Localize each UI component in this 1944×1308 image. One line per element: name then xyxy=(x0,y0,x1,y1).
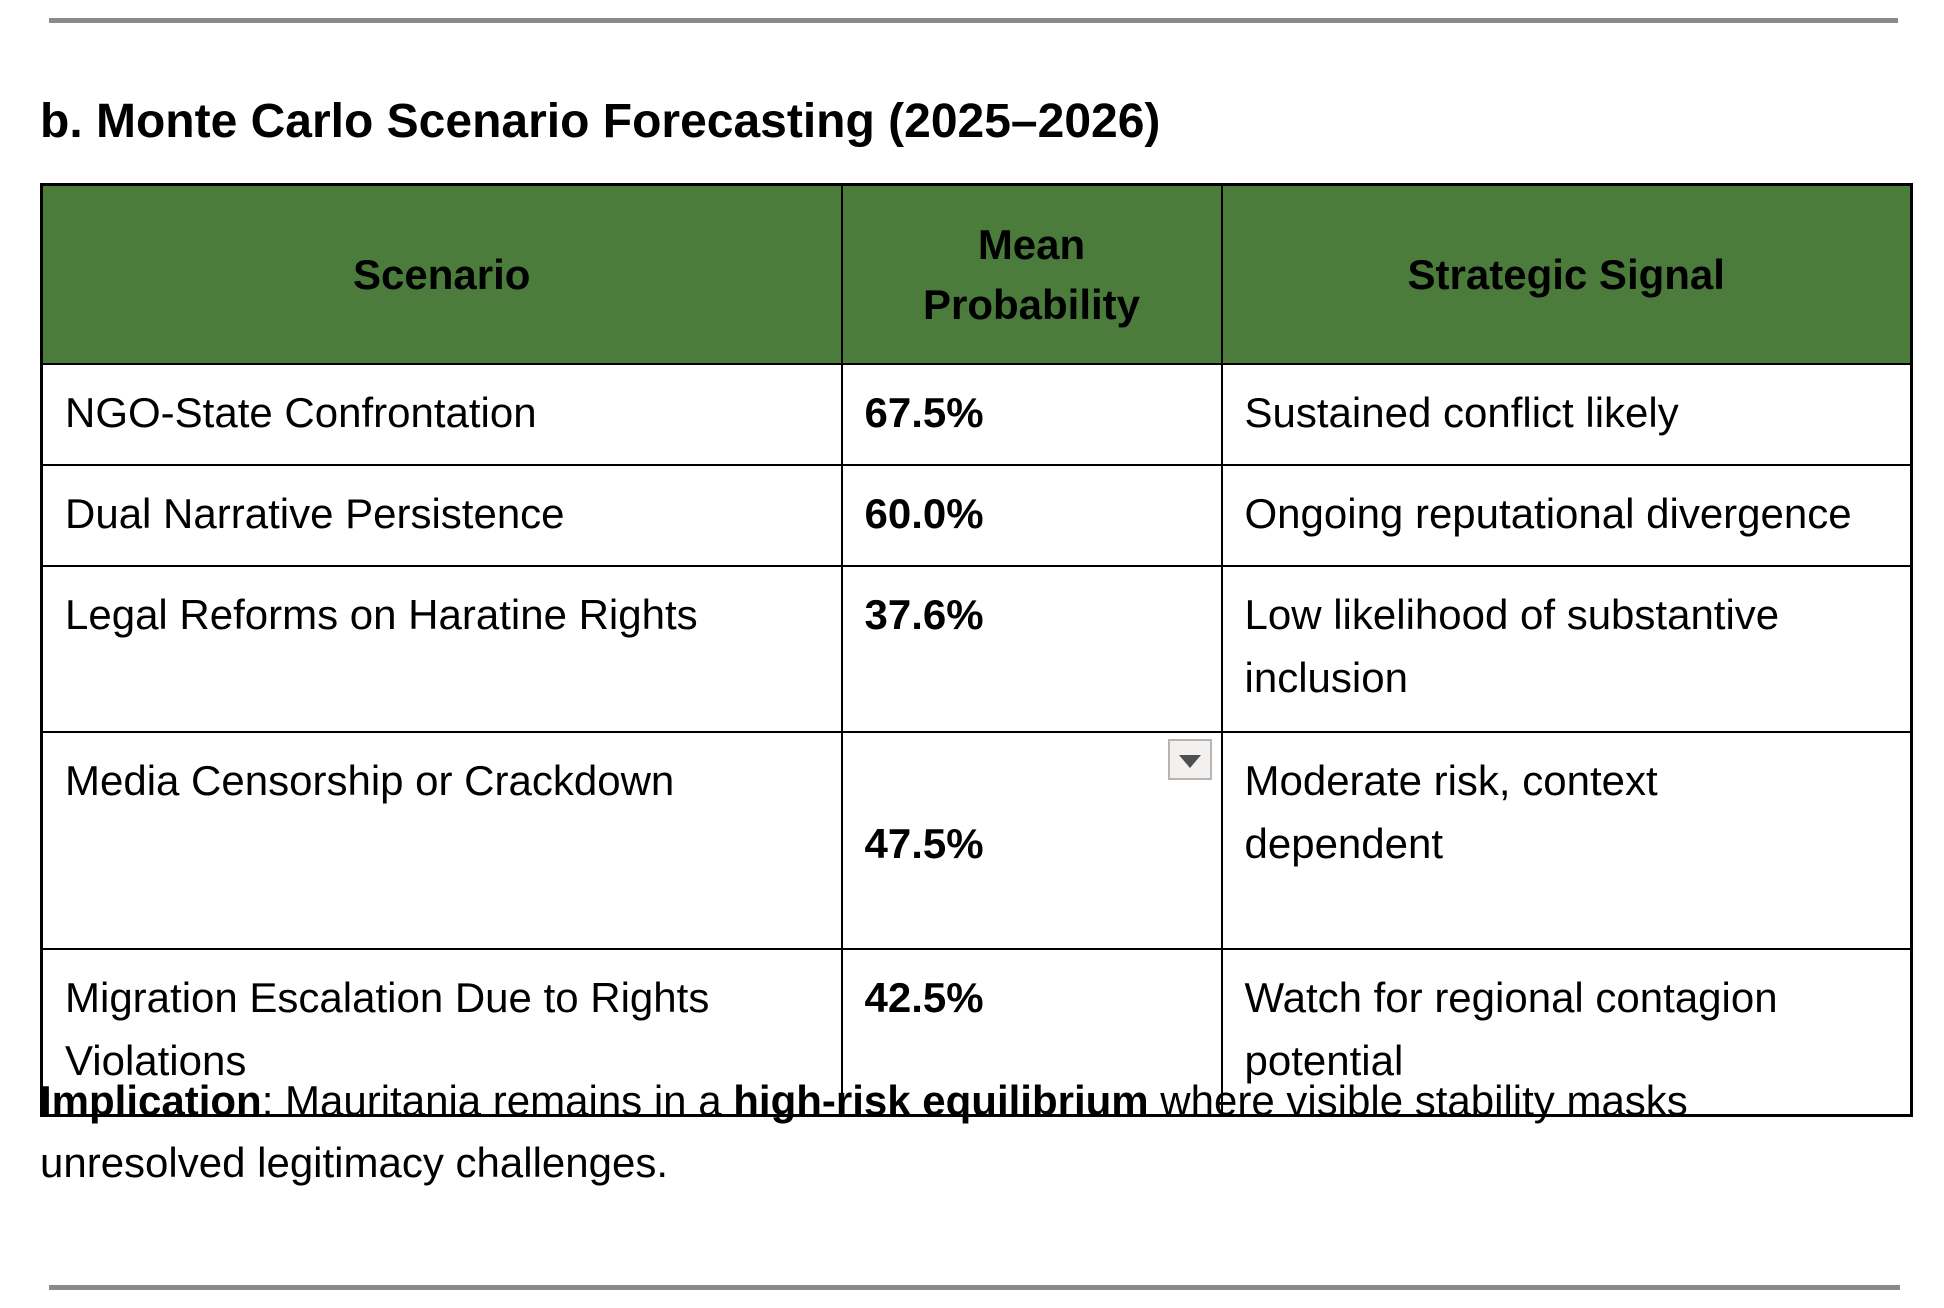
col-header-strategic-signal: Strategic Signal xyxy=(1220,183,1913,365)
cell-probability: 67.5% xyxy=(840,363,1223,466)
table-row: Migration Escalation Due to Rights Viola… xyxy=(40,948,1913,1116)
implication-text-1: : Mauritania remains in a xyxy=(261,1077,734,1124)
cell-scenario: Legal Reforms on Haratine Rights xyxy=(40,565,843,733)
cell-probability: 42.5% xyxy=(840,948,1223,1116)
cell-probability: 37.6% xyxy=(840,565,1223,733)
cell-signal: Low likelihood of substantive inclusion xyxy=(1220,565,1913,733)
probability-value: 47.5% xyxy=(864,820,984,867)
dropdown-arrow-icon xyxy=(1178,754,1201,768)
top-divider xyxy=(49,18,1898,23)
cell-signal: Watch for regional contagion potential xyxy=(1220,948,1913,1116)
dropdown-button[interactable] xyxy=(1167,739,1212,780)
table-header-row: Scenario Mean Probability Strategic Sign… xyxy=(40,183,1913,365)
implication-text-2: where visible stability masks unresolved… xyxy=(40,1077,1688,1186)
implication-bold-phrase: high-risk equilibrium xyxy=(733,1077,1149,1124)
col-header-scenario: Scenario xyxy=(40,183,843,365)
cell-probability: 47.5% xyxy=(840,731,1223,950)
bottom-divider xyxy=(49,1285,1900,1290)
table-row: Dual Narrative Persistence 60.0% Ongoing… xyxy=(40,464,1913,567)
cell-scenario: Migration Escalation Due to Rights Viola… xyxy=(40,948,843,1116)
probability-value: 37.6% xyxy=(864,591,984,638)
probability-value: 60.0% xyxy=(864,490,984,537)
cell-probability: 60.0% xyxy=(840,464,1223,567)
cell-scenario: Dual Narrative Persistence xyxy=(40,464,843,567)
cell-signal: Sustained conflict likely xyxy=(1220,363,1913,466)
probability-value: 42.5% xyxy=(864,974,984,1021)
table-row: NGO-State Confrontation 67.5% Sustained … xyxy=(40,363,1913,466)
col-header-mean-probability: Mean Probability xyxy=(840,183,1223,365)
forecast-table: Scenario Mean Probability Strategic Sign… xyxy=(40,183,1913,1117)
cell-scenario: Media Censorship or Crackdown xyxy=(40,731,843,950)
cell-signal: Ongoing reputational divergence xyxy=(1220,464,1913,567)
implication-label: Implication xyxy=(40,1077,262,1124)
section-title: b. Monte Carlo Scenario Forecasting (202… xyxy=(40,95,1161,148)
cell-signal: Moderate risk, context dependent xyxy=(1220,731,1913,950)
implication-paragraph: Implication: Mauritania remains in a hig… xyxy=(40,1070,1862,1194)
table-row: Legal Reforms on Haratine Rights 37.6% L… xyxy=(40,565,1913,733)
probability-value: 67.5% xyxy=(864,389,984,436)
table-row: Media Censorship or Crackdown 47.5% Mode… xyxy=(40,731,1913,950)
cell-scenario: NGO-State Confrontation xyxy=(40,363,843,466)
